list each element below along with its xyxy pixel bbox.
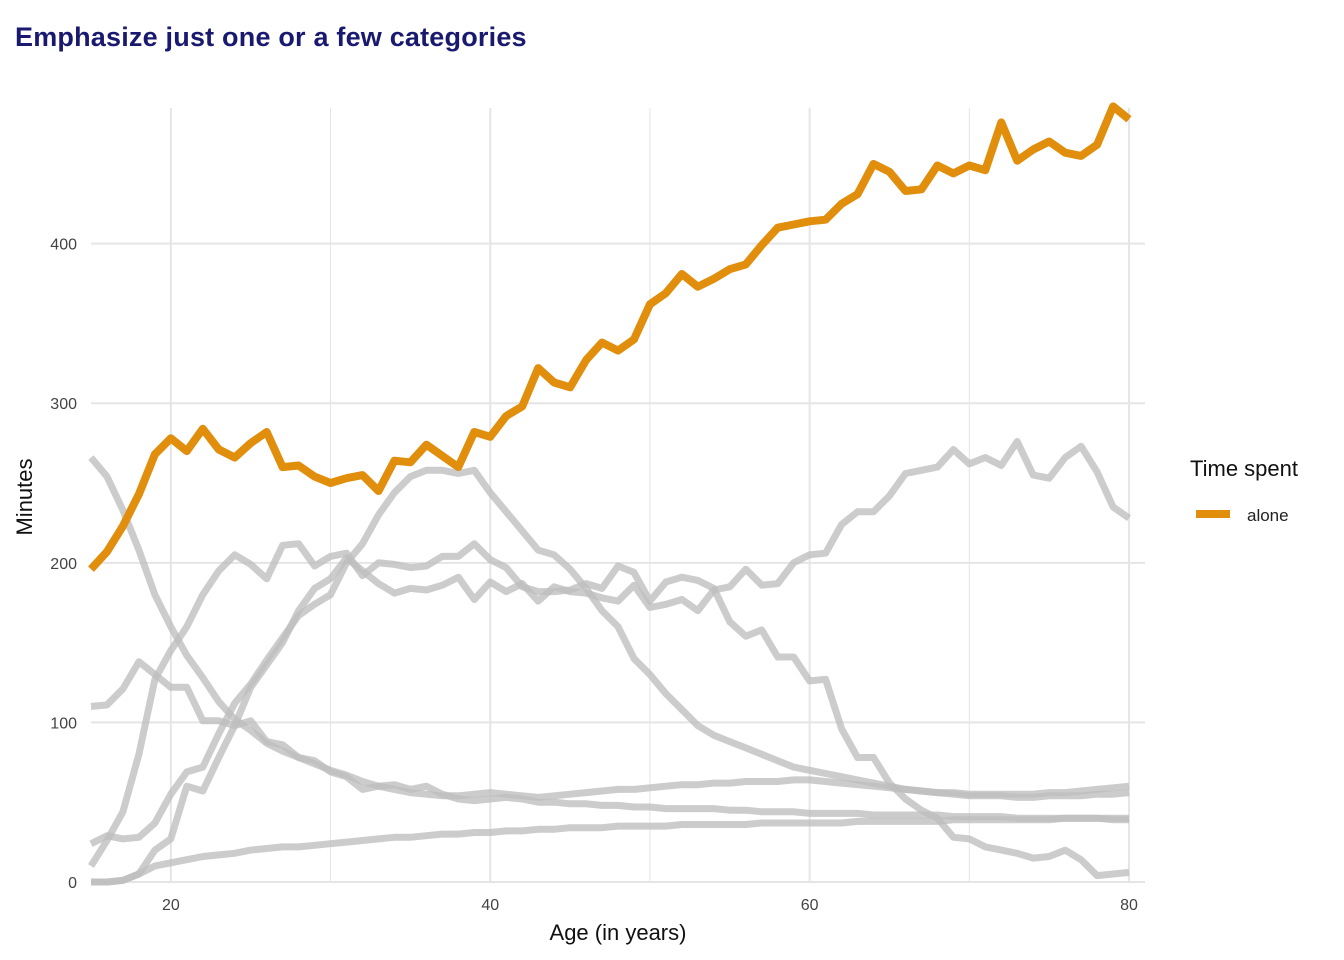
y-tick-label-300: 300 xyxy=(50,396,77,413)
axis-ticks: 20 40 60 80 0 100 200 300 400 xyxy=(50,237,1138,914)
chart-title: Emphasize just one or a few categories xyxy=(15,22,527,52)
grid-lines xyxy=(91,108,1145,883)
highlight-series-group xyxy=(88,102,1132,572)
x-tick-label-60: 60 xyxy=(801,897,819,914)
y-tick-label-200: 200 xyxy=(50,556,77,573)
y-axis-title: Minutes xyxy=(12,458,37,535)
legend-label-alone: alone xyxy=(1247,506,1289,525)
x-tick-label-40: 40 xyxy=(481,897,499,914)
x-tick-label-80: 80 xyxy=(1120,897,1138,914)
x-axis-title: Age (in years) xyxy=(550,920,687,945)
y-tick-label-100: 100 xyxy=(50,715,77,732)
series-line-1 xyxy=(88,455,1130,801)
series-line-alone xyxy=(88,102,1132,572)
legend-title: Time spent xyxy=(1190,456,1298,481)
series-line-6 xyxy=(91,814,1129,886)
series-line-5 xyxy=(88,540,1130,880)
muted-series-group xyxy=(88,438,1132,886)
legend: Time spent alone xyxy=(1190,456,1298,525)
series-line-4 xyxy=(91,438,1132,886)
y-tick-label-0: 0 xyxy=(68,875,77,892)
x-tick-label-20: 20 xyxy=(162,897,180,914)
y-tick-label-400: 400 xyxy=(50,237,77,254)
